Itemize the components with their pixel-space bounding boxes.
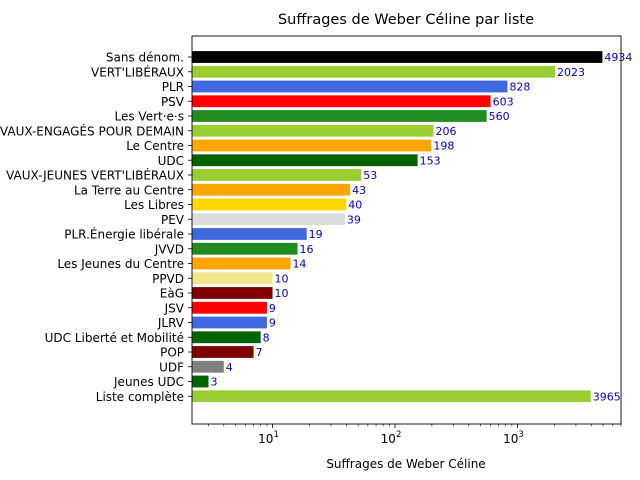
bar [192, 242, 298, 255]
y-tick-label: Les Jeunes du Centre [57, 257, 184, 271]
x-tick-label: 103 [503, 430, 524, 446]
bar-value-label: 9 [269, 302, 276, 315]
bar [192, 198, 347, 211]
bar [192, 375, 209, 388]
y-tick-label: VAUX-ENGAGÉS POUR DEMAIN [0, 123, 184, 138]
bar [192, 110, 487, 122]
bar-value-label: 16 [300, 243, 314, 256]
y-tick-label: PPVD [152, 272, 184, 286]
bar-value-label: 7 [256, 346, 263, 359]
bar-value-label: 560 [489, 110, 510, 123]
y-tick-label: EàG [160, 287, 184, 301]
bar-value-label: 2023 [557, 66, 585, 79]
bars-layer [192, 51, 603, 403]
bar [192, 139, 432, 152]
bar [192, 95, 491, 108]
bar-value-label: 14 [292, 258, 306, 271]
y-tick-label: Sans dénom. [106, 51, 184, 65]
plot-frame [191, 35, 622, 425]
y-tick-label: Liste complète [96, 390, 184, 404]
bar [192, 51, 603, 63]
y-tick-label: PEV [161, 213, 185, 227]
bar [192, 124, 434, 137]
bar [192, 65, 555, 78]
bar [192, 154, 418, 167]
bar-value-label: 828 [509, 81, 530, 94]
x-tick-label: 101 [258, 430, 279, 446]
bar [192, 80, 508, 93]
bar-value-label: 43 [352, 184, 366, 197]
y-tick-label: Jeunes UDC [113, 375, 184, 389]
bar [192, 257, 291, 270]
y-tick-label: JLRV [157, 316, 185, 330]
y-tick-label: UDC [158, 154, 184, 168]
bar [192, 183, 351, 196]
y-tick-label: Les Vert·e·s [115, 110, 185, 124]
bar [192, 301, 267, 314]
y-tick-label: PLR.Énergie libérale [64, 227, 184, 242]
y-tick-label: UDC Liberté et Mobilité [45, 331, 184, 345]
bar [192, 316, 267, 329]
bar-value-label: 3965 [593, 390, 621, 403]
bar-value-label: 10 [275, 287, 289, 300]
y-tick-label: La Terre au Centre [74, 183, 184, 197]
bar [192, 213, 345, 226]
bar-value-label: 603 [493, 95, 514, 108]
chart-title: Suffrages de Weber Céline par liste [278, 12, 534, 28]
y-tick-label: POP [160, 346, 184, 360]
bar [192, 287, 273, 299]
bar-value-label: 4 [226, 361, 233, 374]
bar-value-label: 3 [211, 376, 218, 389]
y-tick-label: VAUX-JEUNES VERT'LIBÉRAUX [6, 168, 184, 183]
bar [192, 228, 307, 240]
bar-value-label: 4934 [604, 51, 632, 64]
x-tick-label: 102 [381, 430, 402, 446]
x-axis: 101 102 103 [208, 424, 622, 446]
bar-value-label: 53 [363, 169, 377, 182]
bar [192, 169, 362, 181]
bar [192, 346, 254, 358]
bar-value-label: 153 [420, 154, 441, 167]
y-tick-label: UDF [159, 360, 184, 374]
bar-value-label: 10 [275, 272, 289, 285]
value-labels-layer: 4934202382860356020619815353434039191614… [211, 51, 633, 403]
bar [192, 272, 273, 285]
bar-value-label: 206 [435, 125, 456, 138]
y-tick-label: Le Centre [126, 139, 184, 153]
bar-value-label: 19 [309, 228, 323, 241]
bar-value-label: 40 [348, 199, 362, 212]
bar-value-label: 8 [263, 331, 270, 344]
bar [192, 331, 261, 344]
y-tick-label: Les Libres [124, 198, 184, 212]
bar-value-label: 9 [269, 317, 276, 330]
bar-value-label: 39 [347, 213, 361, 226]
y-tick-label: JVVD [154, 242, 184, 256]
x-axis-label: Suffrages de Weber Céline [326, 457, 485, 471]
bar [192, 390, 591, 403]
y-tick-label: PSV [161, 95, 185, 109]
y-tick-label: PLR [162, 80, 184, 94]
y-tick-label: JSV [164, 301, 185, 315]
y-tick-label: VERT'LIBÉRAUX [91, 64, 184, 79]
bar [192, 360, 224, 373]
bar-value-label: 198 [433, 140, 454, 153]
